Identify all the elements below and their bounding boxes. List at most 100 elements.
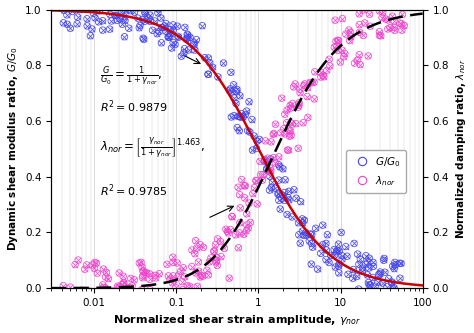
Point <box>287 128 294 134</box>
Point <box>194 259 202 265</box>
Point <box>87 291 95 296</box>
Point <box>389 263 396 269</box>
Point <box>165 35 173 40</box>
Point <box>380 256 388 261</box>
Point <box>365 265 373 271</box>
Point <box>343 254 351 259</box>
Point <box>131 9 138 15</box>
Point <box>275 154 283 160</box>
Point <box>292 121 300 126</box>
Point <box>275 177 283 183</box>
Point <box>401 23 408 28</box>
Point <box>100 266 107 272</box>
Point <box>278 96 285 101</box>
Point <box>224 230 232 235</box>
Point <box>323 247 330 253</box>
Point <box>199 274 206 279</box>
Point <box>303 94 311 99</box>
Point <box>201 55 209 60</box>
Point <box>396 275 404 281</box>
Point <box>359 7 366 13</box>
Point <box>292 195 300 201</box>
Point <box>212 259 220 265</box>
Point <box>300 83 308 88</box>
Point <box>278 96 285 101</box>
Point <box>322 257 330 262</box>
Point <box>199 23 206 28</box>
Point <box>94 291 102 296</box>
Point <box>70 291 78 296</box>
Point <box>290 84 297 90</box>
Point <box>233 125 241 130</box>
Point <box>359 7 366 13</box>
Point <box>334 48 342 53</box>
Point <box>204 72 212 77</box>
Point <box>128 283 136 288</box>
Point <box>143 291 150 296</box>
Point <box>137 260 145 265</box>
Point <box>379 280 386 286</box>
Point <box>330 45 338 50</box>
Point <box>136 25 143 30</box>
Point <box>241 195 248 200</box>
Point <box>125 288 133 293</box>
Point <box>68 291 76 296</box>
Point <box>317 251 324 256</box>
Point <box>106 291 113 296</box>
Point <box>295 103 303 108</box>
Point <box>81 267 89 272</box>
Point <box>169 22 177 28</box>
Point <box>94 291 102 296</box>
Point <box>289 101 296 106</box>
Point <box>243 109 250 114</box>
Point <box>146 12 154 18</box>
Point <box>398 28 406 33</box>
Point <box>243 228 250 233</box>
Point <box>288 122 296 127</box>
Point <box>73 21 81 27</box>
Point <box>227 70 235 75</box>
Point <box>353 274 361 279</box>
Point <box>290 187 298 192</box>
Point <box>204 72 212 77</box>
Point <box>356 256 364 262</box>
Point <box>168 45 175 51</box>
Point <box>249 191 256 196</box>
Point <box>276 206 284 212</box>
Point <box>238 177 246 182</box>
Point <box>337 59 344 65</box>
Point <box>236 192 243 197</box>
Point <box>184 33 191 38</box>
Point <box>170 277 177 283</box>
Point <box>375 272 383 277</box>
Point <box>252 178 260 183</box>
Point <box>308 80 316 85</box>
Point <box>84 0 92 1</box>
Point <box>93 270 101 276</box>
Text: $\frac{G}{G_0} = \frac{1}{1 + \gamma_{nor}},$: $\frac{G}{G_0} = \frac{1}{1 + \gamma_{no… <box>100 65 162 88</box>
Point <box>213 263 221 268</box>
Point <box>228 89 236 95</box>
Point <box>83 291 91 296</box>
Point <box>295 220 302 225</box>
Y-axis label: Dynamic shear modulus ratio, $G/G_0$: Dynamic shear modulus ratio, $G/G_0$ <box>6 47 19 251</box>
Point <box>264 160 272 165</box>
Point <box>162 21 170 26</box>
Point <box>294 105 302 110</box>
Point <box>106 291 113 296</box>
Point <box>285 197 293 202</box>
Point <box>327 253 335 258</box>
Point <box>275 154 283 160</box>
Point <box>125 26 133 31</box>
Point <box>191 251 199 256</box>
Point <box>267 168 274 173</box>
Point <box>366 291 374 296</box>
Point <box>132 291 139 296</box>
Point <box>366 282 374 288</box>
Point <box>169 40 177 45</box>
Point <box>111 4 119 9</box>
Point <box>81 267 89 272</box>
Point <box>74 14 82 20</box>
Point <box>396 261 403 266</box>
Point <box>93 270 101 276</box>
